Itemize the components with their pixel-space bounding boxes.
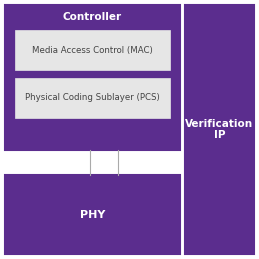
Bar (15, 78, 170, 118)
Text: Media Access Control (MAC): Media Access Control (MAC) (32, 46, 153, 54)
Bar (15, 30, 170, 70)
Bar (5, 150, 180, 180)
Text: Physical Coding Sublayer (PCS): Physical Coding Sublayer (PCS) (25, 93, 160, 103)
Bar (185, 5, 254, 254)
Text: Controller: Controller (63, 12, 122, 22)
Text: PHY: PHY (80, 210, 105, 219)
Bar (5, 5, 180, 150)
Text: Verification
IP: Verification IP (185, 119, 254, 140)
Bar (5, 175, 180, 254)
